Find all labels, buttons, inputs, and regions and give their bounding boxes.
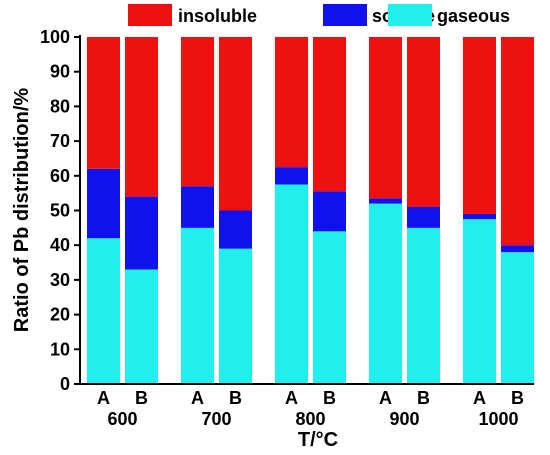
- bar-gaseous-700-B: [219, 248, 252, 384]
- bar-soluble-700-A: [181, 186, 214, 228]
- bar-insoluble-900-A: [369, 37, 402, 199]
- y-tick-label-70: 70: [50, 131, 70, 151]
- legend-swatch-gaseous: [388, 4, 432, 26]
- x-sub-label-800-A: A: [285, 388, 298, 408]
- bar-insoluble-600-B: [125, 37, 158, 197]
- x-sub-label-900-B: B: [417, 388, 430, 408]
- x-group-label-900: 900: [389, 409, 419, 429]
- bar-gaseous-1000-B: [501, 252, 534, 384]
- bar-insoluble-700-B: [219, 37, 252, 211]
- legend: insolublesolublegaseous: [128, 4, 510, 26]
- x-sub-label-1000-B: B: [511, 388, 524, 408]
- x-sub-label-1000-A: A: [473, 388, 486, 408]
- y-tick-label-0: 0: [60, 374, 70, 394]
- y-tick-label-30: 30: [50, 270, 70, 290]
- x-sub-label-700-A: A: [191, 388, 204, 408]
- y-tick-label-80: 80: [50, 96, 70, 116]
- bar-soluble-900-A: [369, 198, 402, 204]
- x-group-label-600: 600: [107, 409, 137, 429]
- x-group-label-800: 800: [295, 409, 325, 429]
- bar-gaseous-1000-A: [463, 219, 496, 384]
- y-tick-label-10: 10: [50, 339, 70, 359]
- x-sub-label-700-B: B: [229, 388, 242, 408]
- bar-insoluble-1000-B: [501, 37, 534, 246]
- bar-insoluble-800-A: [275, 37, 308, 168]
- bar-soluble-800-A: [275, 167, 308, 185]
- bar-gaseous-700-A: [181, 227, 214, 384]
- x-group-label-700: 700: [201, 409, 231, 429]
- legend-swatch-insoluble: [128, 4, 172, 26]
- x-group-label-1000: 1000: [478, 409, 518, 429]
- y-tick-label-60: 60: [50, 166, 70, 186]
- bar-insoluble-900-B: [407, 37, 440, 208]
- y-tick-label-20: 20: [50, 305, 70, 325]
- legend-label-gaseous: gaseous: [437, 6, 510, 26]
- bar-insoluble-600-A: [87, 37, 120, 169]
- bar-soluble-1000-A: [463, 213, 496, 220]
- bar-soluble-600-A: [87, 168, 120, 239]
- x-sub-label-600-A: A: [97, 388, 110, 408]
- bar-gaseous-800-B: [313, 231, 346, 384]
- x-sub-label-900-A: A: [379, 388, 392, 408]
- bar-insoluble-800-B: [313, 37, 346, 192]
- y-axis-title: Ratio of Pb distribution/%: [11, 88, 33, 333]
- bar-gaseous-600-B: [125, 269, 158, 384]
- bar-soluble-1000-B: [501, 245, 534, 253]
- bar-gaseous-600-A: [87, 238, 120, 384]
- x-sub-label-800-B: B: [323, 388, 336, 408]
- x-axis-title: T/°C: [298, 429, 338, 451]
- bar-gaseous-900-A: [369, 203, 402, 384]
- bar-insoluble-700-A: [181, 37, 214, 187]
- y-tick-label-40: 40: [50, 235, 70, 255]
- bar-soluble-700-B: [219, 210, 252, 249]
- legend-swatch-soluble: [323, 4, 367, 26]
- bar-soluble-900-B: [407, 207, 440, 228]
- y-tick-label-100: 100: [40, 27, 70, 47]
- bar-gaseous-800-A: [275, 184, 308, 384]
- x-sub-label-600-B: B: [135, 388, 148, 408]
- y-tick-label-50: 50: [50, 201, 70, 221]
- bar-insoluble-1000-A: [463, 37, 496, 214]
- bar-soluble-800-B: [313, 191, 346, 232]
- legend-label-insoluble: insoluble: [178, 6, 257, 26]
- bars-group: [87, 37, 534, 384]
- bar-gaseous-900-B: [407, 227, 440, 384]
- bar-soluble-600-B: [125, 196, 158, 270]
- y-tick-label-90: 90: [50, 62, 70, 82]
